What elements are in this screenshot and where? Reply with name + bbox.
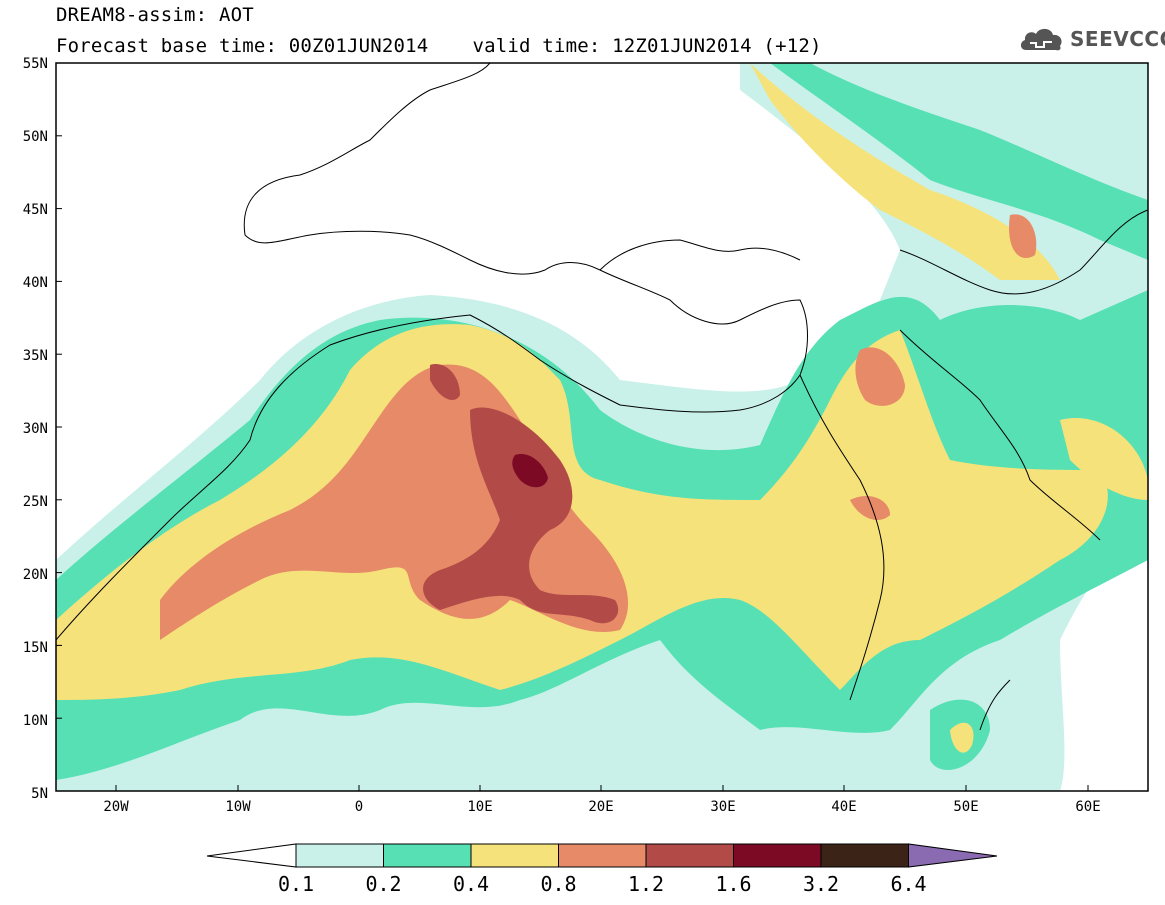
seevccc-logo: SEEVCCC <box>1018 24 1165 54</box>
lat-label: 50N <box>23 129 48 145</box>
colorbar-segment-high <box>908 843 998 868</box>
lat-label: 55N <box>23 56 48 72</box>
lon-label: 20E <box>588 799 613 815</box>
colorbar-label: 0.8 <box>540 872 576 896</box>
colorbar-label: 1.6 <box>715 872 751 896</box>
aot-level-0.4 <box>56 63 1148 753</box>
lon-label: 20W <box>103 799 129 815</box>
colorbar-segment <box>645 843 734 868</box>
lon-label: 0 <box>355 799 363 815</box>
time-info: Forecast base time: 00Z01JUN2014 valid ti… <box>56 35 822 57</box>
aot-level-1.6 <box>512 454 548 488</box>
lat-label: 10N <box>23 713 48 729</box>
colorbar-label: 0.1 <box>278 872 314 896</box>
lon-label: 40E <box>831 799 856 815</box>
logo-text: SEEVCCC <box>1070 27 1165 51</box>
lon-label: 10E <box>467 799 492 815</box>
lon-label: 30E <box>710 799 735 815</box>
latitude-axis: 55N 50N 45N 40N 35N 30N 25N 20N 15N 10N … <box>23 56 48 802</box>
aot-level-1.2 <box>423 364 619 624</box>
valid-time: valid time: 12Z01JUN2014 (+12) <box>472 35 822 57</box>
colorbar-segment <box>470 843 559 868</box>
lat-label: 20N <box>23 567 48 583</box>
colorbar-label: 6.4 <box>890 872 926 896</box>
colorbar-segment <box>820 843 909 868</box>
base-time: Forecast base time: 00Z01JUN2014 <box>56 35 429 57</box>
lat-label: 40N <box>23 275 48 291</box>
colorbar: 0.1 0.2 0.4 0.8 1.2 1.6 3.2 6.4 <box>206 843 998 896</box>
lon-label: 10W <box>225 799 251 815</box>
lat-label: 5N <box>31 786 48 802</box>
lat-label: 30N <box>23 421 48 437</box>
lat-label: 25N <box>23 494 48 510</box>
coastlines <box>56 63 1148 731</box>
aot-field <box>56 63 1148 791</box>
colorbar-segment <box>383 843 472 868</box>
lon-label: 50E <box>953 799 978 815</box>
colorbar-label: 1.2 <box>628 872 664 896</box>
colorbar-segment <box>733 843 822 868</box>
map-title: DREAM8-assim: AOT <box>56 4 254 26</box>
longitude-axis: 20W 10W 0 10E 20E 30E 40E 50E 60E <box>103 799 1100 815</box>
colorbar-label: 0.4 <box>453 872 489 896</box>
lat-label: 35N <box>23 348 48 364</box>
colorbar-label: 3.2 <box>803 872 839 896</box>
colorbar-label: 0.2 <box>365 872 401 896</box>
lat-label: 15N <box>23 640 48 656</box>
lat-label: 45N <box>23 202 48 218</box>
colorbar-segment-low <box>206 843 297 868</box>
lon-label: 60E <box>1075 799 1100 815</box>
colorbar-segment <box>295 843 384 868</box>
cloud-icon <box>1020 28 1062 51</box>
colorbar-segment <box>558 843 647 868</box>
